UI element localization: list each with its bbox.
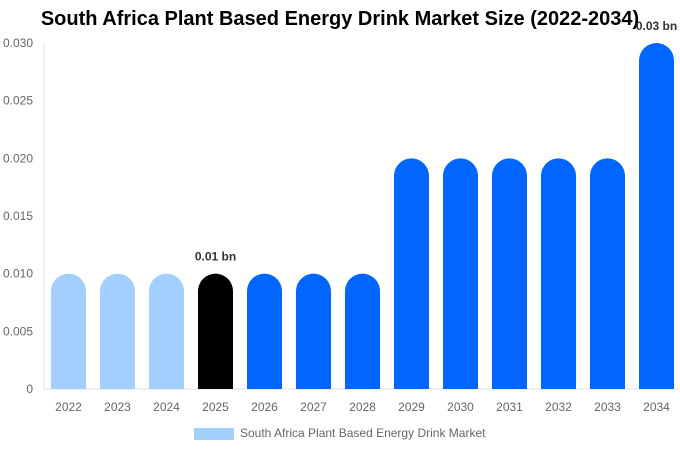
y-tick-label: 0.005 (3, 324, 33, 338)
bar-2029 (394, 158, 429, 389)
y-tick-label: 0.025 (3, 94, 33, 108)
data-label: 0.03 bn (636, 19, 677, 33)
bar-2028 (345, 273, 380, 389)
bar-2031 (492, 158, 527, 389)
x-tick-label: 2027 (300, 400, 327, 414)
y-tick-label: 0.030 (3, 36, 33, 50)
x-tick-label: 2030 (447, 400, 474, 414)
bar-2022 (51, 273, 86, 389)
bar-2025 (198, 273, 233, 389)
bar-2027 (296, 273, 331, 389)
bar-2034 (639, 43, 674, 389)
bar-2024 (149, 273, 184, 389)
x-tick-label: 2023 (104, 400, 131, 414)
bar-2030 (443, 158, 478, 389)
legend-swatch (194, 428, 234, 440)
y-tick-label: 0.010 (3, 267, 33, 281)
data-label: 0.01 bn (195, 250, 236, 264)
x-tick-label: 2024 (153, 400, 180, 414)
legend-label: South Africa Plant Based Energy Drink Ma… (240, 426, 486, 440)
x-tick-label: 2025 (202, 400, 229, 414)
bar-2033 (590, 158, 625, 389)
x-tick-label: 2031 (496, 400, 523, 414)
y-tick-label: 0.020 (3, 151, 33, 165)
chart-title: South Africa Plant Based Energy Drink Ma… (40, 8, 640, 30)
x-tick-label: 2028 (349, 400, 376, 414)
x-tick-label: 2029 (398, 400, 425, 414)
y-tick-label: 0.015 (3, 209, 33, 223)
x-tick-label: 2032 (545, 400, 572, 414)
x-tick-label: 2026 (251, 400, 278, 414)
bar-2026 (247, 273, 282, 389)
x-tick-label: 2034 (643, 400, 670, 414)
x-tick-label: 2022 (55, 400, 82, 414)
x-tick-label: 2033 (594, 400, 621, 414)
y-tick-label: 0 (26, 382, 33, 396)
bar-2032 (541, 158, 576, 389)
bar-2023 (100, 273, 135, 389)
